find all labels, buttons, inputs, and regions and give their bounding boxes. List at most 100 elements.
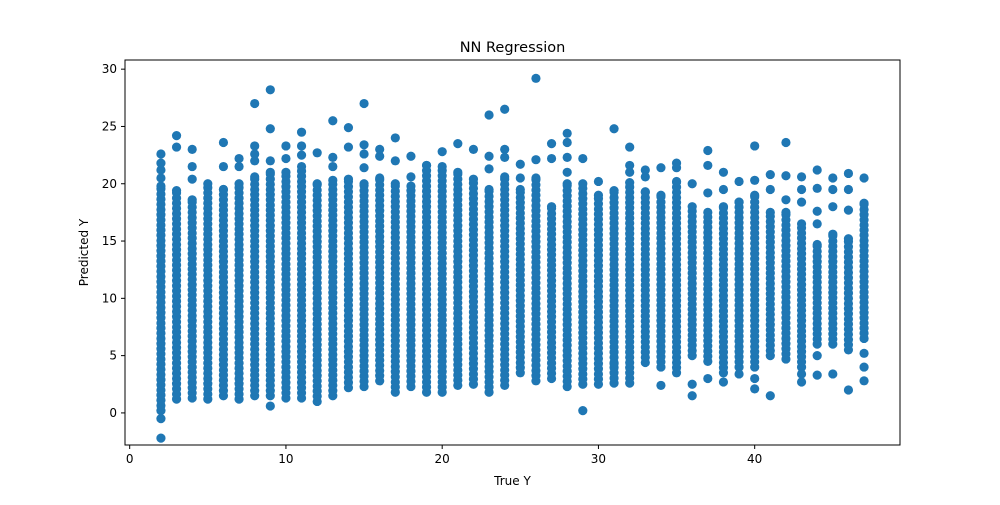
outlier-point — [156, 158, 166, 168]
outlier-point — [250, 156, 260, 166]
x-tick-label: 30 — [591, 452, 606, 466]
outlier-point — [859, 362, 869, 372]
outlier-point — [593, 176, 604, 187]
outlier-point — [843, 385, 854, 395]
outlier-point — [703, 145, 713, 156]
outlier-point — [328, 152, 338, 162]
outlier-point — [687, 179, 697, 189]
outlier-point — [562, 152, 572, 162]
outlier-point — [406, 151, 416, 161]
data-point — [453, 167, 463, 177]
data-point — [640, 187, 650, 197]
outlier-point — [750, 384, 760, 394]
outlier-point — [687, 391, 697, 401]
data-point — [718, 202, 729, 212]
outlier-point — [687, 379, 697, 389]
outlier-point — [843, 205, 854, 215]
outlier-point — [328, 161, 338, 172]
outlier-point — [781, 137, 791, 148]
outlier-point — [718, 167, 729, 177]
outlier-point — [296, 141, 307, 151]
outlier-point — [562, 167, 572, 177]
x-axis-ticks: 0 10 20 30 40 — [126, 445, 762, 466]
outlier-point — [703, 373, 713, 384]
x-axis-label: True Y — [493, 474, 531, 488]
outlier-point — [625, 142, 635, 152]
outlier-point — [265, 401, 275, 411]
outlier-point — [703, 160, 713, 171]
outlier-point — [359, 149, 369, 159]
outlier-point — [671, 158, 682, 168]
outlier-point — [796, 197, 807, 207]
outlier-point — [546, 153, 557, 164]
outlier-point — [453, 139, 463, 149]
outlier-point — [156, 165, 166, 175]
data-point — [218, 184, 229, 195]
y-tick-label: 20 — [102, 177, 117, 191]
data-point — [312, 179, 322, 189]
outlier-point — [187, 161, 197, 172]
outlier-point — [187, 174, 197, 184]
data-point — [765, 207, 775, 217]
data-point — [359, 179, 369, 189]
data-point — [609, 186, 619, 196]
outlier-point — [484, 110, 494, 120]
outlier-point — [859, 376, 869, 386]
data-point — [625, 178, 635, 188]
data-point — [156, 181, 166, 191]
outlier-point — [796, 369, 807, 379]
y-tick-label: 15 — [102, 234, 117, 248]
outlier-point — [468, 144, 479, 154]
outlier-point — [234, 161, 244, 172]
data-point — [437, 161, 447, 172]
outlier-point — [750, 175, 760, 185]
outlier-point — [812, 165, 822, 175]
outlier-point — [796, 184, 807, 195]
outlier-point — [296, 127, 307, 137]
outlier-point — [812, 206, 822, 216]
outlier-point — [500, 152, 510, 162]
data-point — [687, 202, 697, 212]
outlier-point — [218, 137, 229, 148]
data-point — [531, 173, 541, 183]
outlier-point — [515, 159, 525, 169]
outlier-point — [609, 359, 619, 369]
outlier-point — [390, 133, 400, 143]
y-axis-ticks: 0 5 10 15 20 25 30 — [102, 62, 125, 420]
outlier-point — [375, 144, 385, 154]
data-point — [390, 179, 400, 189]
outlier-point — [234, 153, 244, 164]
outlier-point — [359, 98, 369, 109]
outlier-point — [265, 85, 275, 95]
outlier-point — [734, 369, 744, 379]
x-tick-label: 10 — [278, 452, 293, 466]
outlier-point — [609, 124, 619, 134]
data-point — [343, 174, 354, 184]
outlier-point — [484, 151, 494, 161]
outlier-point — [734, 176, 744, 187]
y-tick-label: 25 — [102, 119, 117, 133]
outlier-point — [281, 153, 291, 164]
outlier-point — [343, 123, 354, 133]
outlier-point — [718, 184, 729, 195]
outlier-point — [750, 373, 760, 384]
outlier-point — [765, 169, 775, 180]
outlier-point — [828, 184, 838, 195]
data-point — [375, 173, 385, 183]
data-point — [468, 174, 479, 184]
outlier-point — [828, 202, 838, 212]
outlier-point — [265, 156, 275, 166]
data-point — [500, 172, 510, 182]
outlier-point — [562, 137, 572, 148]
axes-frame — [124, 59, 901, 446]
data-point — [234, 179, 244, 189]
outlier-point — [359, 140, 369, 150]
data-point — [656, 190, 666, 200]
data-point — [203, 179, 213, 189]
outlier-point — [765, 391, 775, 401]
data-point — [484, 184, 494, 195]
outlier-point — [703, 188, 713, 198]
outlier-point — [250, 149, 260, 159]
